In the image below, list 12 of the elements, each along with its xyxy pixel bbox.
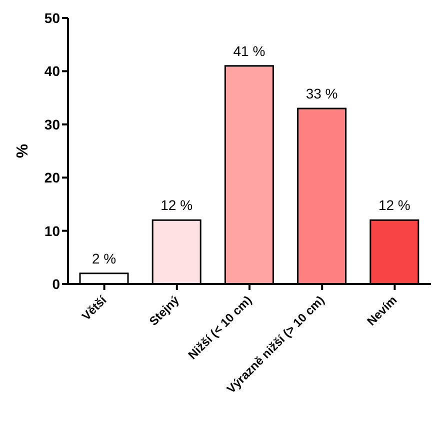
data-label: 41 % — [233, 42, 266, 59]
y-tick-label: 10 — [44, 222, 60, 239]
data-label: 12 % — [160, 197, 193, 214]
y-tick-label: 50 — [44, 10, 60, 26]
data-label: 33 % — [306, 85, 338, 102]
data-label: 2 % — [92, 250, 116, 266]
y-tick-label: 30 — [44, 116, 60, 132]
y-tick-label: 20 — [44, 170, 60, 186]
y-tick-label: 40 — [44, 63, 60, 80]
y-tick-label: 0 — [52, 276, 60, 292]
y-axis-title: % — [14, 144, 32, 158]
data-label: 12 % — [378, 197, 410, 214]
